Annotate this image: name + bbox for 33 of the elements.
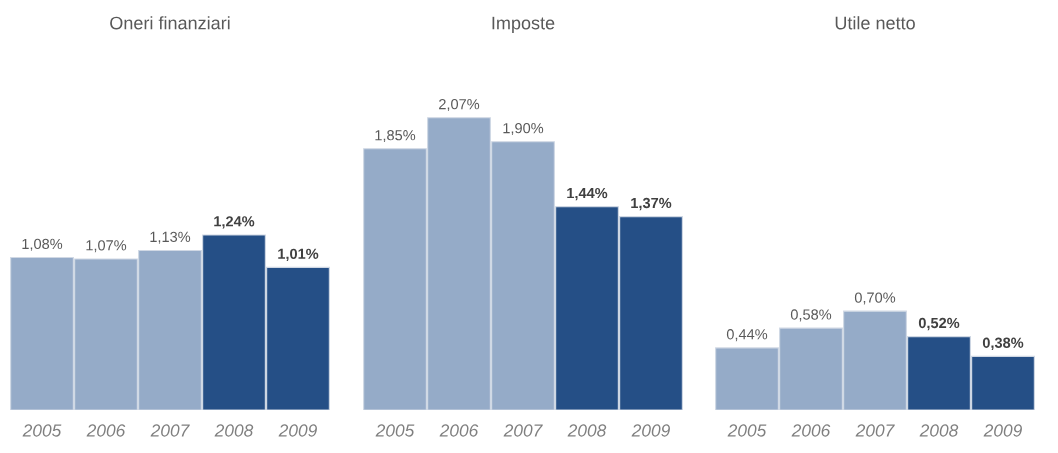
x-tick-label: 2008	[567, 424, 607, 437]
data-label: 2,07%	[439, 98, 480, 112]
x-tick-label: 2005	[22, 424, 62, 437]
x-tick-label: 2008	[214, 424, 254, 437]
x-tick-label: 2009	[631, 424, 670, 437]
data-label: 1,44%	[567, 187, 608, 201]
x-tick-label: 2008	[919, 424, 959, 437]
data-label: 1,90%	[503, 122, 544, 136]
data-label: 1,01%	[278, 248, 319, 262]
chart-title: Oneri finanziari	[110, 16, 230, 30]
x-tick-label: 2009	[983, 424, 1022, 437]
x-tick-label: 2006	[439, 424, 479, 437]
data-label: 0,58%	[790, 309, 832, 322]
chart-title: Imposte	[492, 16, 555, 33]
chart-title: Utile netto	[835, 16, 915, 30]
data-label: 1,24%	[214, 216, 255, 229]
data-label: 1,37%	[631, 197, 672, 211]
x-tick-label: 2007	[855, 424, 895, 437]
x-tick-label: 2005	[375, 424, 415, 437]
data-label: 0,38%	[982, 337, 1024, 351]
data-label: 1,08%	[22, 238, 63, 251]
x-tick-label: 2005	[727, 424, 767, 437]
data-label: 0,70%	[854, 292, 896, 305]
data-label: 0,44%	[726, 329, 768, 342]
data-label: 1,07%	[86, 240, 127, 253]
data-label: 1,85%	[375, 130, 416, 143]
x-tick-label: 2007	[150, 424, 190, 437]
data-label: 0,52%	[918, 317, 960, 331]
x-tick-label: 2006	[86, 424, 126, 437]
x-tick-label: 2009	[278, 424, 317, 437]
data-label: 1,13%	[150, 231, 191, 244]
x-tick-label: 2007	[503, 424, 543, 437]
x-tick-label: 2006	[791, 424, 831, 437]
